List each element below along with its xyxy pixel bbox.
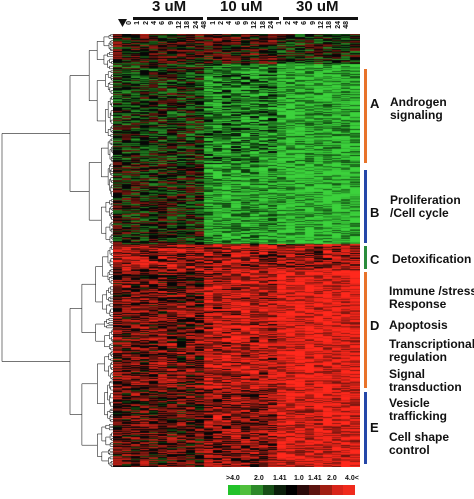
timepoint-tick: 1 — [209, 21, 217, 25]
timepoint-tick: 9 — [167, 21, 175, 25]
function-signal-transduction: Signal transduction — [389, 367, 462, 394]
scale-label: 1.0 — [294, 475, 304, 482]
timepoint-tick: 2 — [217, 21, 225, 25]
cluster-label-b: Proliferation /Cell cycle — [390, 193, 461, 220]
scale-swatch — [343, 485, 356, 495]
timepoint-tick: 9 — [309, 21, 317, 25]
scale-swatch — [274, 485, 286, 495]
scale-swatch — [285, 485, 298, 495]
timepoint-tick: 0 — [126, 21, 133, 25]
timepoint-tick: 12 — [176, 21, 184, 29]
scale-label: 1.41 — [273, 475, 287, 482]
scale-swatch — [251, 485, 263, 495]
timepoint-tick: 12 — [318, 21, 326, 29]
timepoint-tick: 12 — [251, 21, 259, 29]
dose-label-3uM: 3 uM — [152, 0, 187, 15]
timepoint-tick: 24 — [267, 21, 275, 29]
dose-bar-30uM — [283, 17, 358, 20]
timepoint-tick: 48 — [343, 21, 351, 29]
cluster-label-a: Androgen signaling — [390, 95, 447, 122]
cluster-bar-c — [364, 246, 367, 269]
timepoint-tick: 48 — [201, 21, 209, 29]
timepoint-tick: 2 — [284, 21, 292, 25]
cluster-letter-e: E — [370, 420, 379, 435]
function-apoptosis: Apoptosis — [389, 318, 448, 332]
color-scale-bar — [228, 485, 356, 495]
timepoint-tick: 1 — [276, 21, 284, 25]
scale-label: >4.0 — [226, 475, 240, 482]
cluster-letter-b: B — [370, 205, 380, 220]
function-immune-stress: Immune /stress Response — [389, 284, 474, 311]
scale-swatch — [308, 485, 321, 495]
timepoint-tick: 2 — [142, 21, 150, 25]
timepoint-tick: 6 — [159, 21, 167, 25]
cluster-letter-c: C — [370, 252, 380, 267]
timepoint-tick: 4 — [151, 21, 159, 25]
cluster-bar-d — [364, 272, 367, 388]
dose-bar-10uM — [207, 17, 279, 20]
scale-label: 2.0 — [327, 475, 337, 482]
timepoint-tick: 6 — [234, 21, 242, 25]
function-cell-shape-control: Cell shape control — [389, 430, 450, 457]
scale-swatch — [262, 485, 275, 495]
timepoint-tick: 24 — [334, 21, 342, 29]
timepoint-tick: 18 — [259, 21, 267, 29]
heatmap — [113, 34, 360, 467]
timepoint-tick: 1 — [134, 21, 142, 25]
cluster-letter-a: A — [370, 96, 380, 111]
timepoint-tick: 9 — [242, 21, 250, 25]
down-triangle-icon — [118, 19, 127, 27]
cluster-label-c: Detoxification — [392, 252, 472, 266]
timepoint-tick: 6 — [301, 21, 309, 25]
cluster-letter-d: D — [370, 318, 380, 333]
scale-label: 1.41 — [308, 475, 322, 482]
timepoint-tick: 18 — [326, 21, 334, 29]
timepoint-tick: 4 — [226, 21, 234, 25]
scale-swatch — [331, 485, 344, 495]
scale-label: 2.0 — [254, 475, 264, 482]
dose-label-30uM: 30 uM — [296, 0, 339, 15]
dendrogram — [1, 34, 113, 468]
timepoint-tick: 24 — [192, 21, 200, 29]
cluster-bar-e — [364, 392, 367, 464]
timepoint-tick: 4 — [293, 21, 300, 25]
scale-swatch — [228, 485, 240, 495]
function-vesicle-trafficking: Vesicle trafficking — [389, 396, 448, 423]
dose-bar-3uM — [133, 17, 203, 20]
scale-swatch — [320, 485, 332, 495]
cluster-bar-b — [364, 170, 367, 243]
scale-swatch — [297, 485, 309, 495]
cluster-bar-a — [364, 69, 367, 163]
scale-swatch — [239, 485, 252, 495]
dose-label-10uM: 10 uM — [220, 0, 263, 15]
timepoint-tick: 18 — [184, 21, 192, 29]
function-transcriptional-regulation: Transcriptional regulation — [389, 337, 474, 364]
scale-label: 4.0< — [345, 475, 359, 482]
